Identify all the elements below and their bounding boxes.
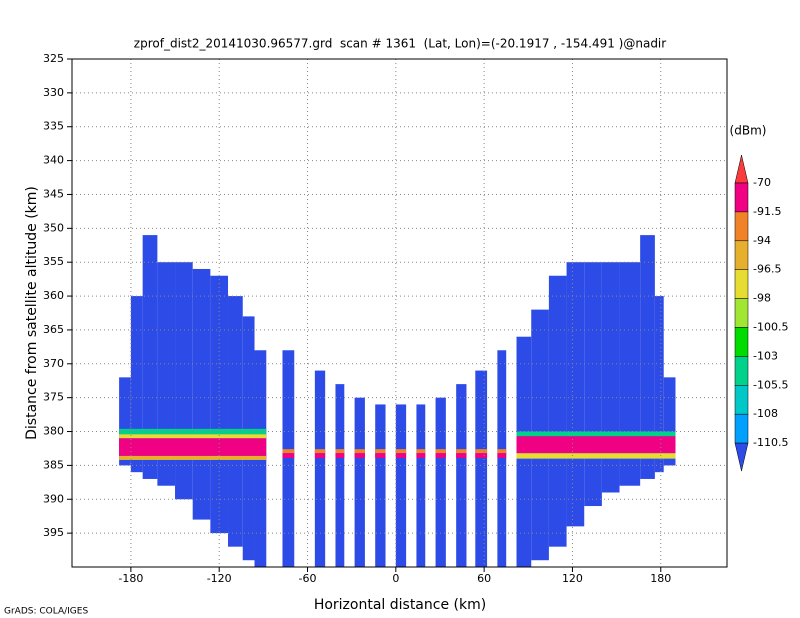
data-column	[210, 275, 229, 534]
colorbar-label: -94	[753, 234, 771, 247]
data-column	[142, 235, 158, 479]
colorbar-segment	[734, 385, 749, 415]
colorbar-label: -110.5	[753, 436, 788, 449]
data-column	[175, 262, 193, 500]
colorbar-arrow	[734, 442, 749, 472]
colorbar-segment	[734, 413, 749, 444]
colorbar-label: -108	[753, 407, 778, 420]
data-column	[435, 397, 446, 567]
colorbar-segment	[734, 182, 749, 213]
data-column	[314, 370, 326, 567]
signal-layer	[516, 453, 676, 459]
colorbar-arrow	[734, 154, 749, 184]
y-tick-label: 350	[43, 221, 64, 234]
x-tick-label: 120	[562, 572, 583, 585]
data-column	[335, 384, 345, 567]
y-tick-label: 325	[43, 52, 64, 65]
data-column	[663, 377, 676, 466]
data-column	[395, 404, 407, 567]
data-column	[654, 296, 664, 473]
colorbar-units: (dBm)	[730, 124, 767, 138]
signal-layer	[119, 428, 267, 435]
data-column	[475, 370, 488, 567]
y-tick-label: 370	[43, 357, 64, 370]
x-tick-label: -120	[207, 572, 232, 585]
signal-layer	[516, 436, 676, 454]
plot-frame	[71, 58, 728, 568]
colorbar-label: -91.5	[753, 205, 781, 218]
signal-layer	[119, 434, 267, 439]
x-tick-label: 60	[477, 572, 491, 585]
x-tick-label: 180	[650, 572, 671, 585]
data-column	[619, 262, 641, 486]
data-column	[640, 235, 655, 479]
y-tick-label: 375	[43, 391, 64, 404]
colorbar-label: -103	[753, 349, 778, 362]
data-column	[282, 350, 295, 567]
colorbar-segment	[734, 298, 749, 328]
data-column	[228, 296, 243, 547]
y-tick-label: 355	[43, 255, 64, 268]
y-tick-label: 365	[43, 323, 64, 336]
colorbar-label: -98	[753, 292, 771, 305]
signal-layer	[119, 455, 267, 460]
data-column	[192, 268, 211, 520]
colorbar-label: -100.5	[753, 321, 788, 334]
y-tick-label: 345	[43, 187, 64, 200]
data-column	[456, 384, 467, 567]
y-tick-label: 395	[43, 526, 64, 539]
signal-layer	[266, 453, 517, 458]
colorbar-segment	[734, 240, 749, 270]
y-tick-label: 340	[43, 154, 64, 167]
colorbar-segment	[734, 327, 749, 357]
colorbar-label: -105.5	[753, 378, 788, 391]
colorbar-segment	[734, 211, 749, 242]
signal-layer	[119, 438, 267, 456]
signal-layer	[266, 449, 517, 454]
data-column	[375, 404, 386, 567]
data-column	[566, 262, 585, 527]
x-axis-label: Horizontal distance (km)	[314, 597, 486, 613]
chart-title: zprof_dist2_20141030.96577.grd scan # 13…	[134, 37, 666, 51]
colorbar-label: -96.5	[753, 263, 781, 276]
data-column	[119, 377, 131, 466]
data-column	[416, 404, 426, 567]
data-column	[584, 262, 602, 507]
colorbar-segment	[734, 356, 749, 386]
data-column	[354, 397, 365, 567]
y-tick-label: 390	[43, 492, 64, 505]
signal-layer	[516, 431, 676, 437]
x-tick-label: 0	[392, 572, 399, 585]
y-tick-label: 380	[43, 425, 64, 438]
colorbar-label: -70	[753, 176, 771, 189]
y-tick-label: 330	[43, 86, 64, 99]
y-tick-label: 335	[43, 120, 64, 133]
data-column	[497, 350, 507, 567]
data-column	[130, 296, 143, 473]
x-tick-label: -180	[118, 572, 143, 585]
y-tick-label: 385	[43, 458, 64, 471]
y-tick-label: 360	[43, 289, 64, 302]
x-tick-label: -60	[299, 572, 317, 585]
data-column	[548, 275, 567, 547]
y-axis-label: Distance from satellite altitude (km)	[24, 186, 40, 440]
colorbar-segment	[734, 269, 749, 299]
footer: GrADS: COLA/IGES	[4, 607, 88, 617]
